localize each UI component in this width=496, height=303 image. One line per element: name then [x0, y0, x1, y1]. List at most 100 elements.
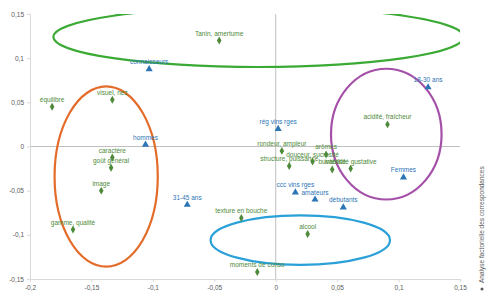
point-label: rondeur, ampleur	[257, 140, 307, 148]
tick: 0,05	[11, 99, 30, 106]
tick-mark	[27, 102, 30, 103]
point	[146, 65, 153, 71]
tick-mark	[27, 14, 30, 15]
point-label: douceur, sucrosité	[286, 151, 339, 158]
point	[110, 96, 115, 104]
point	[292, 188, 299, 194]
x-axis: -0,2 -0,15 -0,1 -0,05 0 0,05 0,1 0,15	[25, 279, 467, 291]
point	[217, 37, 222, 45]
point-label: gamme, qualité	[51, 219, 96, 227]
tick: 0,15	[454, 279, 467, 291]
tick-label: 0,15	[454, 284, 467, 291]
tick-label: 0,1	[15, 55, 24, 62]
point	[109, 164, 114, 172]
point	[255, 268, 260, 276]
zero-line-x	[30, 146, 460, 147]
point-label: hommes	[133, 134, 159, 141]
tick-mark	[27, 279, 30, 280]
point-label: débutants	[329, 196, 358, 203]
point	[400, 173, 407, 179]
point-label: goût général	[93, 157, 130, 165]
tick: 0,1	[15, 55, 30, 62]
point-label: acidité, fraîcheur	[363, 113, 412, 120]
tick-mark	[337, 279, 338, 282]
point-label: intensité gustative	[325, 158, 377, 166]
tick-mark	[214, 279, 215, 282]
point-label: Tanin, amertume	[195, 30, 244, 37]
tick-label: 0,15	[11, 11, 24, 18]
point-label: 31-45 ans	[173, 194, 203, 201]
tick-label: -0,05	[207, 284, 222, 291]
tick: -0,15	[9, 276, 30, 283]
tick-label: -0,15	[9, 276, 24, 283]
tick-label: 0,05	[331, 284, 344, 291]
point-label: connaisseurs	[130, 58, 169, 65]
point	[71, 226, 76, 234]
tick-mark	[27, 147, 30, 148]
tick-label: -0,05	[9, 187, 24, 194]
point	[305, 230, 310, 238]
tick: 0,1	[395, 279, 404, 291]
tick-mark	[91, 279, 92, 282]
point-label: Femmes	[391, 166, 417, 173]
point-labels: Tanin, amertume équilibre visuel, nez carac…	[40, 30, 443, 268]
point	[239, 214, 244, 222]
tick-label: -0,15	[85, 284, 100, 291]
tick-label: -0,1	[13, 231, 25, 238]
point-label: visuel, nez	[97, 89, 128, 96]
point-label: 18-30 ans	[414, 76, 444, 83]
tick-label: -0,2	[25, 284, 37, 291]
point-label: image	[92, 180, 110, 188]
axis-line	[27, 15, 31, 280]
point	[184, 201, 191, 207]
note-bullet	[481, 288, 484, 291]
tick-mark	[399, 279, 400, 282]
point	[287, 162, 292, 170]
point	[340, 203, 347, 209]
tick-mark	[27, 191, 30, 192]
tick-mark	[460, 279, 461, 282]
point	[280, 147, 285, 155]
tick: 0	[274, 279, 278, 291]
tick-mark	[27, 235, 30, 236]
y-axis: -0,15 -0,1 -0,05 0 0,05 0,1 0,15	[9, 11, 30, 283]
tick: -0,05	[9, 187, 30, 194]
zero-lines	[30, 14, 460, 279]
point-label: arômes	[315, 143, 337, 150]
point	[385, 120, 390, 128]
point	[142, 141, 149, 147]
group-ellipse	[331, 69, 442, 200]
point	[275, 125, 282, 131]
tick-mark	[27, 58, 30, 59]
tick-label: 0	[20, 143, 24, 150]
point	[311, 195, 318, 201]
axis-line	[31, 280, 461, 283]
note: Analyse factorielle des correspondances	[478, 166, 486, 283]
tick: 0,05	[331, 279, 344, 291]
plot-area	[50, 14, 460, 276]
group-ellipse	[211, 215, 390, 264]
point	[330, 166, 335, 174]
point-label: moments de conso	[230, 261, 285, 268]
group-ellipse	[53, 14, 460, 67]
point	[99, 187, 104, 195]
tick: -0,05	[207, 279, 222, 291]
tick-label: 0	[274, 284, 278, 291]
point-label: rég vins rges	[260, 118, 298, 126]
point-label: alcool	[299, 223, 317, 230]
tick-label: -0,1	[148, 284, 160, 291]
chart: -0,2-0,15-0,1-0,0500,050,10,15-0,15-0,1-…	[0, 0, 496, 303]
tick-mark	[276, 279, 277, 282]
group-ellipse	[55, 86, 158, 266]
tick: 0	[20, 143, 30, 150]
tick: -0,1	[13, 231, 30, 238]
tick: -0,15	[85, 279, 100, 291]
point-label: caractère	[99, 147, 126, 154]
tick: -0,1	[148, 279, 160, 291]
tick: 0,15	[11, 11, 30, 18]
tick-label: 0,05	[11, 99, 24, 106]
tick: -0,2	[25, 279, 37, 291]
point-label: équilibre	[40, 96, 65, 104]
tick-mark	[153, 279, 154, 282]
point	[424, 83, 431, 89]
